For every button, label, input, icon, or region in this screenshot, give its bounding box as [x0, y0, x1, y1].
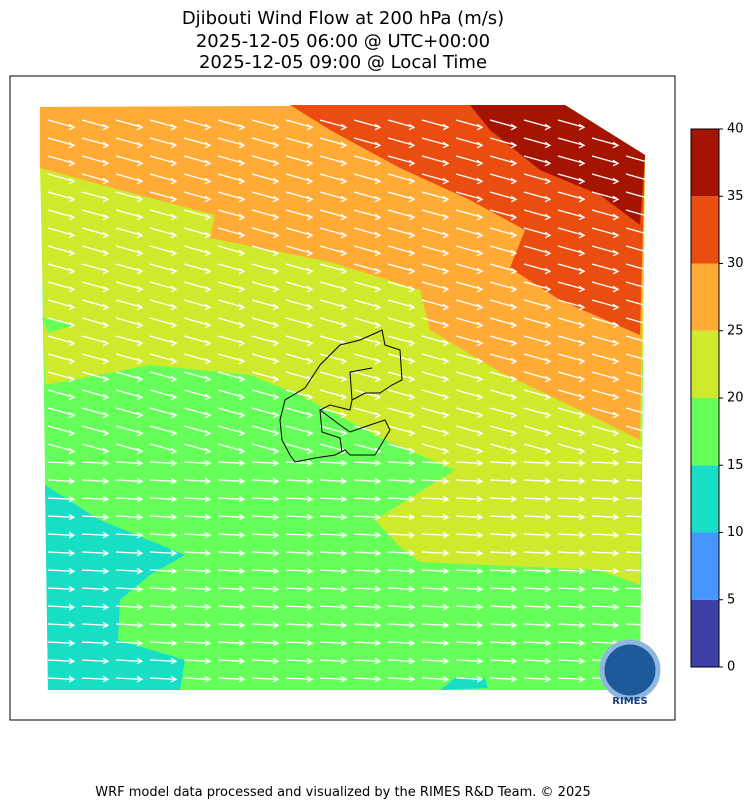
colorbar-tick-label: 30 — [727, 256, 744, 271]
wind-speed-region — [440, 678, 488, 690]
colorbar-tick-label: 10 — [727, 525, 744, 540]
colorbar-bin — [691, 129, 719, 197]
title-line: 2025-12-05 06:00 @ UTC+00:00 — [196, 31, 490, 52]
colorbar-tick-label: 5 — [727, 592, 735, 607]
colorbar: 0 5 10 15 20 25 30 35 40 — [690, 122, 744, 675]
colorbar-bin — [691, 263, 719, 331]
colorbar-tick-label: 40 — [727, 122, 744, 137]
title-line: Djibouti Wind Flow at 200 hPa (m/s) — [182, 8, 504, 29]
colorbar-tick-label: 25 — [727, 323, 744, 338]
country-border — [279, 329, 403, 463]
colorbar-tick-label: 0 — [727, 660, 735, 675]
wind-speed-region — [45, 485, 185, 690]
logo-text: RIMES — [612, 696, 647, 707]
colorbar-bin — [691, 532, 719, 600]
colorbar-tick-label: 15 — [727, 458, 744, 473]
logo: RIMES — [599, 639, 661, 707]
colorbar-bin — [691, 599, 719, 667]
colorbar-bin — [691, 330, 719, 398]
wind-speed-region — [42, 318, 75, 333]
map-regions — [40, 105, 645, 690]
wind-arrows — [47, 119, 654, 683]
colorbar-tick-label: 20 — [727, 391, 744, 406]
title-line: 2025-12-05 09:00 @ Local Time — [199, 52, 487, 73]
colorbar-bin — [691, 465, 719, 533]
logo-emblem — [599, 639, 661, 701]
colorbar-bin — [691, 398, 719, 466]
colorbar-bin — [691, 196, 719, 264]
colorbar-tick-label: 35 — [727, 189, 744, 204]
footer: WRF model data processed and visualized … — [95, 785, 591, 800]
